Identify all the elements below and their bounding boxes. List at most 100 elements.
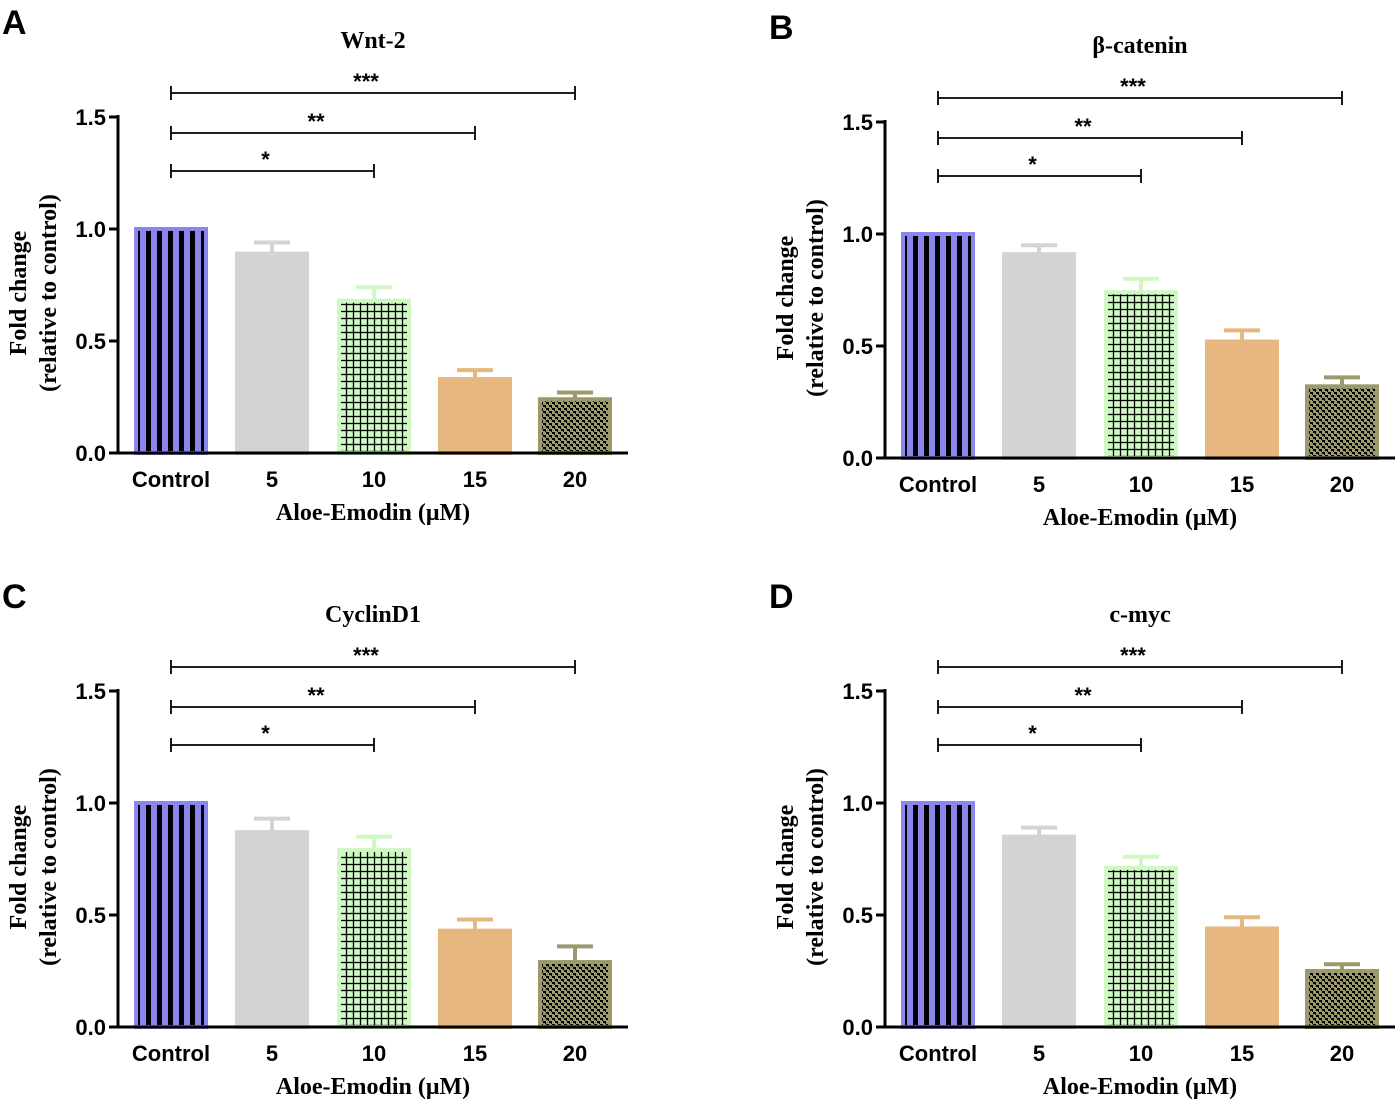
significance-label: * — [1028, 721, 1037, 746]
significance-label: ** — [1074, 114, 1092, 139]
y-tick-label: 1.5 — [842, 110, 873, 135]
significance-bracket: *** — [937, 643, 1343, 674]
significance-label: ** — [307, 683, 325, 708]
bar-5 — [235, 830, 309, 1029]
x-tick-label: 15 — [463, 467, 487, 492]
significance-label: * — [1028, 152, 1037, 177]
panel-a: A Wnt-2 0.0 0.5 1.0 1.5 Control 5 10 15 20 Aloe-Emo… — [2, 4, 628, 526]
significance-label: ** — [307, 109, 325, 134]
bar-15 — [438, 928, 512, 1029]
x-tick-label: 15 — [463, 1041, 487, 1066]
y-tick-label: 0.5 — [75, 903, 106, 928]
x-tick-label: 20 — [563, 1041, 587, 1066]
y-tick-label: 0.0 — [842, 1015, 873, 1040]
significance-bracket: * — [937, 152, 1142, 183]
significance-bracket: *** — [170, 643, 576, 674]
significance-bracket: ** — [937, 114, 1243, 145]
y-axis-label-line1: Fold change — [6, 230, 32, 355]
bar-5 — [235, 251, 309, 455]
bar-10 — [337, 848, 411, 1030]
y-tick-label: 1.0 — [75, 217, 106, 242]
significance-bracket: *** — [937, 74, 1343, 105]
y-axis-label-line2: (relative to control) — [36, 194, 62, 392]
significance-bracket: * — [937, 721, 1142, 752]
x-tick-label: 15 — [1230, 1041, 1254, 1066]
y-tick-label: 0.0 — [75, 1015, 106, 1040]
significance-bracket: * — [170, 721, 375, 752]
bar-15 — [438, 377, 512, 455]
x-tick-label: Control — [899, 472, 977, 497]
bar-control — [134, 801, 208, 1029]
bar-20 — [538, 960, 612, 1030]
y-tick-label: 1.5 — [75, 679, 106, 704]
x-axis-label: Aloe-Emodin (μM) — [1043, 505, 1237, 531]
x-tick-label: 15 — [1230, 472, 1254, 497]
significance-label: *** — [1120, 643, 1146, 668]
x-tick-label: 10 — [1129, 1041, 1153, 1066]
y-axis-label-line2: (relative to control) — [803, 768, 829, 966]
y-axis-label-line1: Fold change — [773, 235, 799, 360]
significance-label: ** — [1074, 683, 1092, 708]
y-tick-label: 0.0 — [842, 446, 873, 471]
bar-10 — [1104, 290, 1178, 460]
x-axis-label: Aloe-Emodin (μM) — [1043, 1074, 1237, 1100]
x-tick-label: 10 — [362, 467, 386, 492]
chart-title: CyclinD1 — [325, 602, 421, 628]
x-tick-label: 10 — [1129, 472, 1153, 497]
significance-label: *** — [1120, 74, 1146, 99]
y-axis-label-line1: Fold change — [6, 804, 32, 929]
x-tick-label: 20 — [1330, 472, 1354, 497]
panel-letter: C — [2, 578, 27, 616]
x-tick-label: 5 — [1033, 1041, 1045, 1066]
bar-20 — [1305, 969, 1379, 1029]
bar-10 — [337, 298, 411, 455]
bar-control — [901, 801, 975, 1029]
significance-bracket: ** — [170, 683, 476, 714]
significance-bracket: ** — [170, 109, 476, 140]
y-tick-label: 1.0 — [75, 791, 106, 816]
x-tick-label: 5 — [266, 467, 278, 492]
x-tick-label: 5 — [266, 1041, 278, 1066]
y-tick-label: 1.0 — [842, 222, 873, 247]
bar-15 — [1205, 926, 1279, 1029]
panel-c: C CyclinD1 0.0 0.5 1.0 1.5 Control 5 10 15 20 Aloe-… — [2, 578, 628, 1100]
y-tick-label: 0.0 — [75, 441, 106, 466]
bar-5 — [1002, 834, 1076, 1029]
bar-20 — [538, 397, 612, 455]
x-axis-label: Aloe-Emodin (μM) — [276, 1074, 470, 1100]
chart-title: β-catenin — [1092, 33, 1187, 59]
significance-label: *** — [353, 69, 379, 94]
chart-title: c-myc — [1109, 602, 1171, 628]
bar-5 — [1002, 252, 1076, 460]
y-axis-label-line1: Fold change — [773, 804, 799, 929]
x-tick-label: 5 — [1033, 472, 1045, 497]
x-tick-label: 20 — [1330, 1041, 1354, 1066]
y-tick-label: 0.5 — [842, 903, 873, 928]
panel-letter: B — [769, 9, 794, 47]
x-axis-label: Aloe-Emodin (μM) — [276, 500, 470, 526]
significance-label: *** — [353, 643, 379, 668]
significance-label: * — [261, 721, 270, 746]
y-tick-label: 1.5 — [842, 679, 873, 704]
bar-15 — [1205, 339, 1279, 460]
y-tick-label: 1.0 — [842, 791, 873, 816]
significance-bracket: ** — [937, 683, 1243, 714]
significance-bracket: *** — [170, 69, 576, 100]
bar-control — [134, 227, 208, 455]
bar-control — [901, 232, 975, 460]
panel-letter: D — [769, 578, 794, 616]
chart-title: Wnt-2 — [340, 28, 405, 54]
x-tick-label: Control — [899, 1041, 977, 1066]
y-tick-label: 0.5 — [75, 329, 106, 354]
x-tick-label: Control — [132, 467, 210, 492]
y-tick-label: 0.5 — [842, 334, 873, 359]
x-tick-label: Control — [132, 1041, 210, 1066]
x-tick-label: 20 — [563, 467, 587, 492]
significance-label: * — [261, 147, 270, 172]
y-axis-label-line2: (relative to control) — [36, 768, 62, 966]
bar-20 — [1305, 384, 1379, 461]
significance-bracket: * — [170, 147, 375, 178]
